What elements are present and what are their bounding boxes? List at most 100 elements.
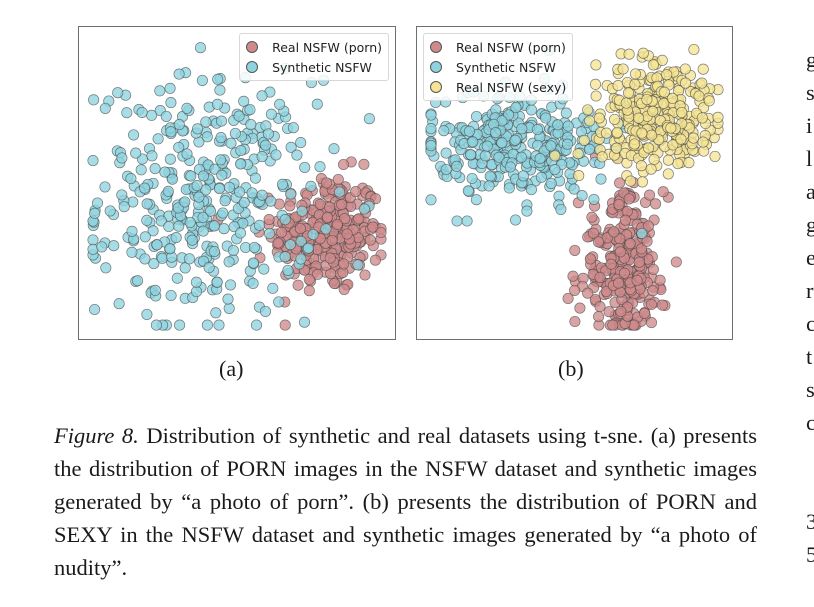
series-real-nsfw-porn [212,156,387,331]
data-point [295,235,307,247]
data-point [197,225,209,237]
data-point [612,80,624,92]
column-line-fragment: g [806,212,814,237]
column-line-fragment: a [806,179,814,204]
data-point [509,214,522,226]
data-point [265,108,277,120]
data-point [116,152,128,164]
data-point [647,105,659,117]
data-point [141,214,153,226]
data-point [516,123,528,135]
data-point [225,137,237,149]
data-point [246,187,258,199]
data-point [87,234,99,246]
data-point [173,220,185,232]
column-line-fragment: g [806,47,814,72]
data-point [149,284,161,296]
data-point [216,169,228,181]
data-point [132,275,144,287]
legend-marker-real-porn [246,41,259,53]
data-point [183,253,195,265]
data-point [467,136,479,148]
data-point [593,311,605,323]
data-point [276,226,288,238]
data-point [326,234,338,246]
data-point [179,262,191,274]
legend-entry-real-sexy: Real NSFW (sexy) [430,77,566,97]
data-point [245,119,257,131]
data-point [635,243,647,255]
data-point [628,138,641,150]
data-point [227,244,239,256]
column-line-fragment: c [806,311,814,336]
data-point [358,203,370,215]
data-point [584,115,596,127]
data-point [159,166,171,178]
data-point [253,219,266,231]
data-point [108,240,120,252]
data-point [594,271,606,283]
data-point [465,149,477,161]
column-line-fragment: l [806,146,813,171]
data-point [208,245,220,258]
data-point [552,119,564,131]
data-point [87,155,99,167]
data-point [590,59,602,71]
data-point [276,178,289,190]
data-point [582,104,594,116]
data-point [274,98,286,110]
data-point [624,238,636,250]
data-point [576,190,588,202]
data-point [642,142,655,154]
data-point [324,252,336,264]
data-point [645,298,657,310]
data-point [197,211,209,224]
data-point [249,172,262,184]
data-point [181,102,193,114]
data-point [636,127,648,139]
column-line-fragment: s [806,377,814,402]
data-point [676,106,688,118]
data-point [218,223,230,235]
data-point [594,301,606,313]
legend-marker-real-sexy [430,81,442,93]
data-point [234,186,246,198]
data-point [363,113,375,125]
data-point [425,123,437,135]
data-point [613,198,625,210]
data-point [136,106,148,118]
data-point [657,186,669,198]
data-point [675,133,687,145]
data-point [451,215,463,227]
data-point [656,299,668,311]
data-point [324,201,336,213]
data-point [126,246,138,258]
data-point [141,198,153,210]
data-point [540,112,552,124]
data-point [314,198,326,210]
data-point [263,214,275,226]
data-point [250,319,263,331]
data-point [534,153,546,165]
data-point [683,157,695,169]
data-point [139,182,151,194]
legend-label-real-porn: Real NSFW (porn) [272,39,382,55]
legend-label-real-sexy: Real NSFW (sexy) [456,79,567,95]
data-point [292,279,304,291]
data-point [296,205,308,217]
data-point [703,95,715,107]
data-point [262,128,274,140]
data-point [338,283,350,295]
data-point [358,158,370,170]
data-point [285,188,297,200]
data-point [484,170,496,182]
data-point [607,319,619,331]
data-point [481,140,493,152]
data-point [284,200,296,212]
data-point [549,164,561,176]
data-point [600,127,612,139]
data-point [259,305,272,317]
column-line-fragment: 3 [806,509,814,534]
data-point [369,254,381,266]
data-point [201,319,213,331]
